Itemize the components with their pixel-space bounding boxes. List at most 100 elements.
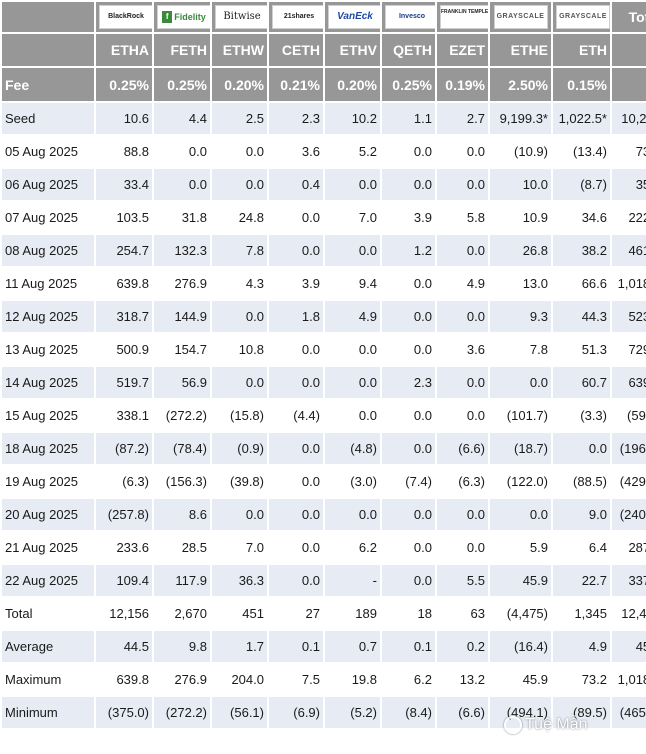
- flow-cell: 63: [437, 598, 488, 629]
- flow-cell: 1,018.8: [612, 268, 646, 299]
- flow-cell: 0.0: [269, 367, 323, 398]
- row-label: 05 Aug 2025: [2, 136, 94, 167]
- 21shares-logo-icon: 21shares: [272, 5, 323, 29]
- grayscale-mini-logo-icon: GRAYSCALE: [556, 5, 610, 29]
- ticker-cell: CETH: [269, 34, 323, 66]
- flow-cell: 337.7: [612, 565, 646, 596]
- flow-cell: 2.7: [437, 103, 488, 134]
- flow-cell: 31.8: [154, 202, 210, 233]
- flow-cell: 0.4: [269, 169, 323, 200]
- flow-cell: 27: [269, 598, 323, 629]
- table-row: Minimum (375.0) (272.2) (56.1) (6.9) (5.2) (8.…: [2, 697, 646, 728]
- flow-cell: 0.0: [269, 433, 323, 464]
- flow-cell: 519.7: [96, 367, 152, 398]
- flow-cell: 7.0: [325, 202, 380, 233]
- flow-cell: 22.7: [553, 565, 610, 596]
- flow-cell: 24.8: [212, 202, 267, 233]
- flow-cell: 0.0: [382, 136, 435, 167]
- flow-cell: 1.1: [382, 103, 435, 134]
- flow-cell: 338.1: [96, 400, 152, 431]
- total-header: Total: [612, 2, 646, 32]
- row-label: 18 Aug 2025: [2, 433, 94, 464]
- flow-cell: 38.2: [553, 235, 610, 266]
- flow-cell: (6.3): [437, 466, 488, 497]
- issuer-logo-cell: Invesco: [382, 2, 435, 32]
- flow-cell: 34.6: [553, 202, 610, 233]
- fee-row: Fee 0.25% 0.25% 0.20% 0.21% 0.20% 0.25% 0.19% 2.…: [2, 68, 646, 101]
- flow-cell: 0.0: [154, 169, 210, 200]
- ticker-corner-cell: [2, 34, 94, 66]
- watermark-logo-icon: [504, 716, 522, 734]
- flow-cell: 0.0: [437, 367, 488, 398]
- issuer-logo-cell: BlackRock: [96, 2, 152, 32]
- flow-cell: (88.5): [553, 466, 610, 497]
- flow-cell: 0.0: [212, 367, 267, 398]
- flow-cell: 4.3: [212, 268, 267, 299]
- flow-cell: 0.0: [382, 334, 435, 365]
- flow-cell: 729.1: [612, 334, 646, 365]
- flow-cell: 132.3: [154, 235, 210, 266]
- fee-cell: 0.20%: [325, 68, 380, 101]
- flow-cell: 6.2: [382, 664, 435, 695]
- flow-cell: 254.7: [96, 235, 152, 266]
- flow-cell: 13.2: [437, 664, 488, 695]
- flow-cell: 0.0: [382, 532, 435, 563]
- fee-cell: 0.25%: [96, 68, 152, 101]
- flow-cell: 4.9: [437, 268, 488, 299]
- row-label: 21 Aug 2025: [2, 532, 94, 563]
- ticker-cell: ETHE: [490, 34, 551, 66]
- flow-cell: 3.6: [269, 136, 323, 167]
- issuer-logo-cell: GRAYSCALE: [553, 2, 610, 32]
- ticker-cell: ETH: [553, 34, 610, 66]
- table-row: Seed 10.6 4.4 2.5 2.3 10.2 1.1 2.7 9,199.3* 1,022…: [2, 103, 646, 134]
- flow-cell: 0.0: [382, 565, 435, 596]
- franklin-templeton-logo-icon: FRANKLIN TEMPLETON: [440, 5, 488, 29]
- flow-cell: (240.2): [612, 499, 646, 530]
- flow-cell: 318.7: [96, 301, 152, 332]
- row-label: 06 Aug 2025: [2, 169, 94, 200]
- flow-cell: (6.3): [96, 466, 152, 497]
- table-row: 13 Aug 2025 500.9 154.7 10.8 0.0 0.0 0.0 3.6 7.8…: [2, 334, 646, 365]
- flow-cell: 0.0: [382, 169, 435, 200]
- flow-cell: 0.0: [325, 334, 380, 365]
- flow-cell: 0.0: [269, 499, 323, 530]
- flow-cell: 10.6: [96, 103, 152, 134]
- fee-cell: 0.15%: [553, 68, 610, 101]
- flow-cell: 26.8: [490, 235, 551, 266]
- flow-cell: 0.0: [154, 136, 210, 167]
- flow-cell: 2,670: [154, 598, 210, 629]
- flow-cell: 451: [212, 598, 267, 629]
- flow-cell: 0.0: [382, 301, 435, 332]
- flow-cell: 5.9: [490, 532, 551, 563]
- flow-cell: 60.7: [553, 367, 610, 398]
- flow-cell: 3.9: [269, 268, 323, 299]
- fidelity-wordmark: Fidelity: [174, 12, 206, 22]
- row-label: Average: [2, 631, 94, 662]
- flow-cell: 1,022.5*: [553, 103, 610, 134]
- flow-cell: 0.0: [212, 301, 267, 332]
- fee-cell: 2.50%: [490, 68, 551, 101]
- bitwise-logo-icon: Bitwise: [215, 5, 267, 29]
- flow-cell: (6.6): [437, 433, 488, 464]
- ticker-total-blank: [612, 34, 646, 66]
- flow-cell: 276.9: [154, 664, 210, 695]
- flow-cell: 1.7: [212, 631, 267, 662]
- flow-cell: 5.5: [437, 565, 488, 596]
- flow-cell: 8.6: [154, 499, 210, 530]
- flow-cell: 10.2: [325, 103, 380, 134]
- watermark-text: Tuệ Mẫn: [525, 716, 588, 734]
- flow-cell: 1,018.8: [612, 664, 646, 695]
- flow-cell: 117.9: [154, 565, 210, 596]
- grayscale-logo-icon: GRAYSCALE: [493, 5, 548, 29]
- flow-cell: (3.3): [553, 400, 610, 431]
- flow-cell: (15.8): [212, 400, 267, 431]
- flow-cell: 2.5: [212, 103, 267, 134]
- table-row: 18 Aug 2025 (87.2) (78.4) (0.9) 0.0 (4.8) 0.0(…: [2, 433, 646, 464]
- flow-cell: (4.8): [325, 433, 380, 464]
- flow-cell: 10.0: [490, 169, 551, 200]
- flow-cell: 12,156: [96, 598, 152, 629]
- table-row: Maximum 639.8 276.9 204.0 7.5 19.8 6.2 13.2 45.9…: [2, 664, 646, 695]
- flow-cell: 33.4: [96, 169, 152, 200]
- flow-cell: (429.6): [612, 466, 646, 497]
- table-row: 06 Aug 2025 33.4 0.0 0.0 0.4 0.0 0.0 0.0 10.0 (8.…: [2, 169, 646, 200]
